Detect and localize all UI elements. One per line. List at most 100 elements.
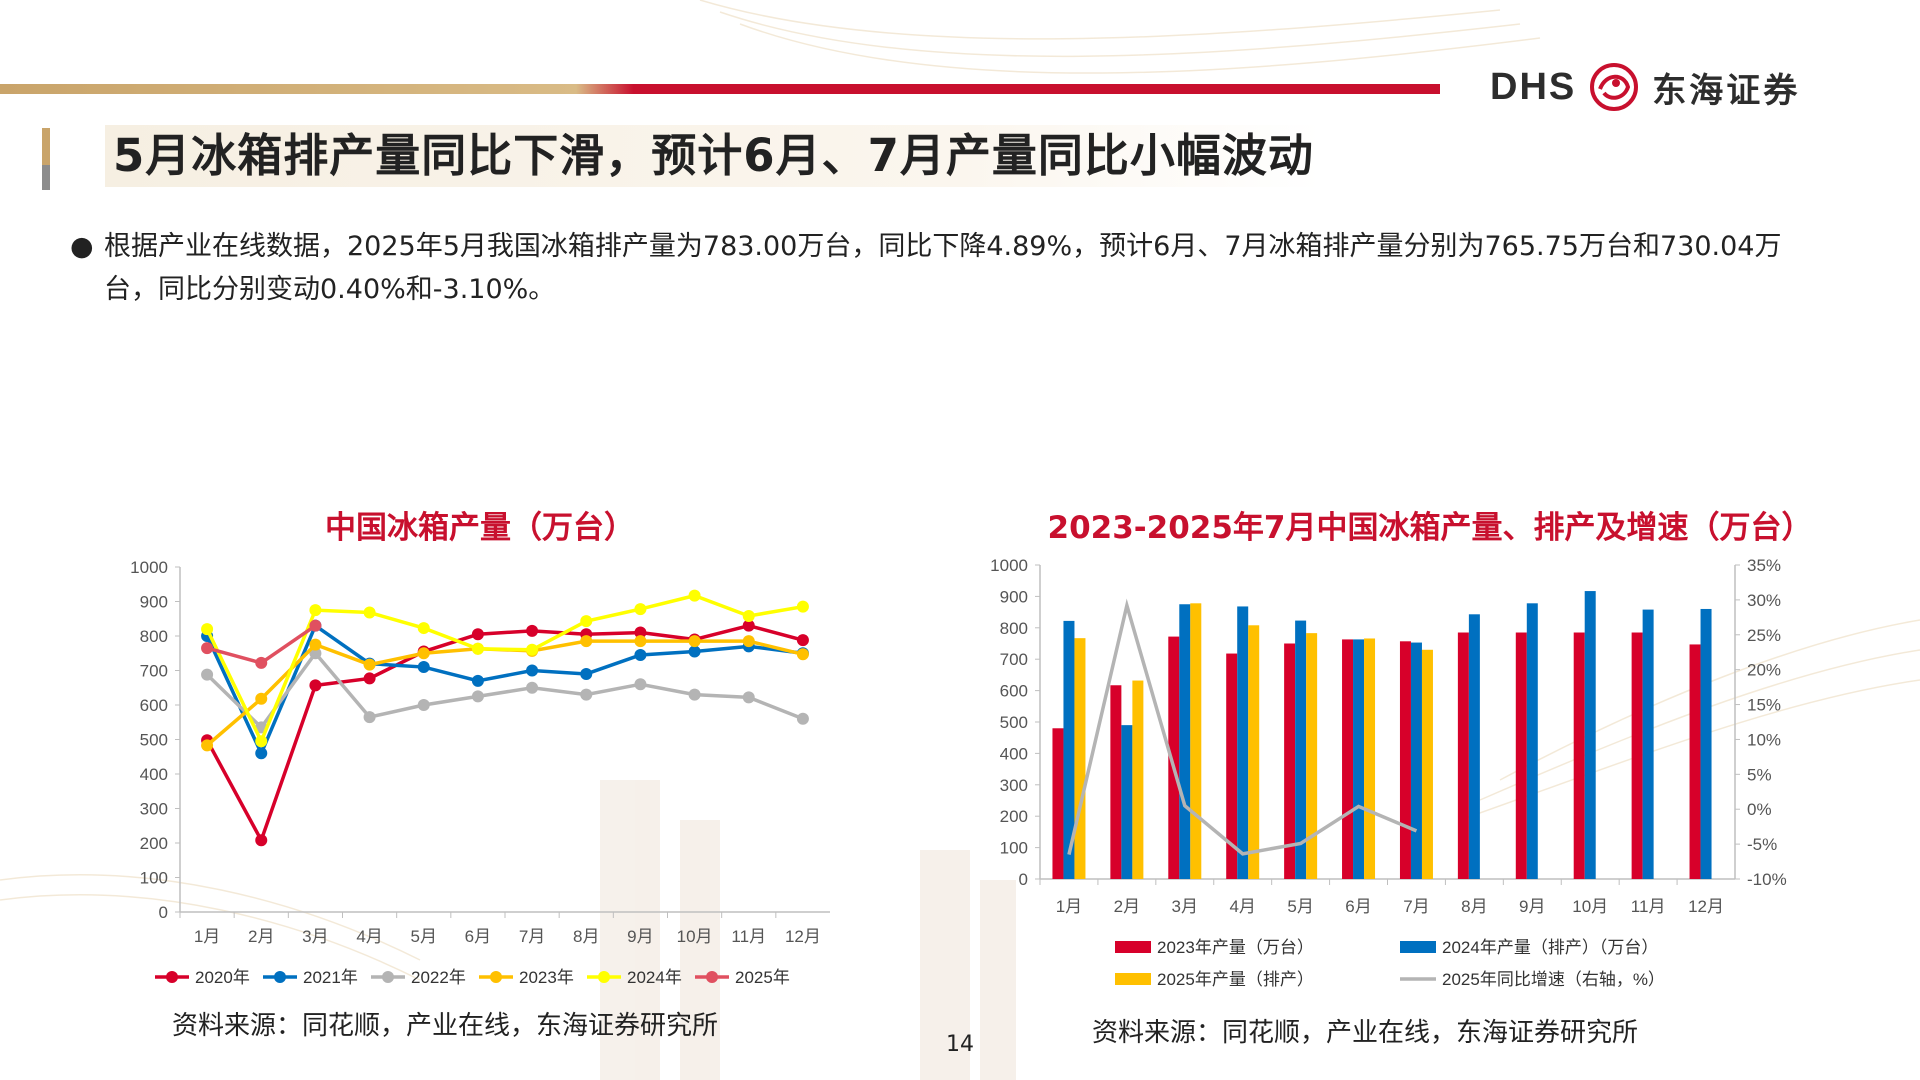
x-tick-label: 7月 (1403, 897, 1429, 916)
data-point (742, 691, 755, 704)
header-band (0, 84, 1440, 94)
x-tick-label: 6月 (1345, 897, 1371, 916)
bar (1410, 642, 1422, 879)
data-point (471, 642, 484, 655)
legend-label: 2022年 (411, 968, 466, 987)
series-line (205, 650, 804, 731)
bar (1342, 639, 1354, 879)
data-point (580, 688, 593, 701)
data-point (363, 672, 376, 685)
x-tick-label: 11月 (731, 927, 766, 946)
company-logo: DHS 东海证券 (1490, 62, 1800, 112)
data-point (526, 624, 539, 637)
bar (1457, 632, 1469, 879)
summary-text: 根据产业在线数据，2025年5月我国冰箱排产量为783.00万台，同比下降4.8… (104, 231, 1782, 305)
data-point (471, 674, 484, 687)
legend-swatch (1115, 973, 1151, 985)
bar (1121, 725, 1133, 879)
bar (1526, 603, 1538, 879)
data-point (526, 643, 539, 656)
y2-tick-label: 15% (1747, 696, 1781, 715)
data-point (417, 647, 430, 660)
y-tick-label: 200 (140, 834, 168, 853)
y-tick-label: 500 (140, 731, 168, 750)
data-point (796, 600, 809, 613)
y2-tick-label: 5% (1747, 765, 1772, 784)
data-point (255, 656, 268, 669)
bar (1110, 685, 1122, 879)
bar (1353, 639, 1365, 879)
bar (1689, 644, 1701, 879)
data-point (526, 664, 539, 677)
data-point (634, 678, 647, 691)
series-line (205, 622, 804, 758)
data-point (201, 623, 214, 636)
data-point (417, 622, 430, 635)
series-line (205, 623, 804, 845)
legend-swatch (1400, 941, 1436, 953)
y-tick-label: 400 (140, 765, 168, 784)
legend-label: 2020年 (195, 968, 250, 987)
x-tick-label: 9月 (627, 927, 653, 946)
data-point (580, 667, 593, 680)
data-point (634, 635, 647, 648)
data-point (309, 619, 322, 632)
summary-bullet: ● 根据产业在线数据，2025年5月我国冰箱排产量为783.00万台，同比下降4… (70, 225, 1810, 311)
y-tick-label: 0 (159, 903, 168, 922)
data-point (309, 679, 322, 692)
y2-tick-label: -5% (1747, 835, 1777, 854)
y-tick-label: 200 (1000, 807, 1028, 826)
data-point (255, 834, 268, 847)
x-tick-label: 3月 (1172, 897, 1198, 916)
bar (1306, 633, 1318, 879)
y2-tick-label: -10% (1747, 870, 1787, 889)
page-title: 5月冰箱排产量同比下滑，预计6月、7月产量同比小幅波动 (105, 125, 1322, 187)
x-tick-label: 4月 (356, 927, 382, 946)
bar (1226, 653, 1238, 879)
x-tick-label: 5月 (1287, 897, 1313, 916)
data-point (580, 615, 593, 628)
data-point (796, 634, 809, 647)
data-point (688, 645, 701, 658)
data-point (796, 648, 809, 661)
bar-chart-title: 2023-2025年7月中国冰箱产量、排产及增速（万台） (1047, 510, 1813, 546)
data-point (417, 661, 430, 674)
x-tick-label: 6月 (465, 927, 491, 946)
bar (1063, 620, 1075, 879)
legend-marker (274, 971, 286, 983)
data-point (742, 609, 755, 622)
data-point (580, 635, 593, 648)
y-tick-label: 800 (1000, 619, 1028, 638)
legend-swatch (1115, 941, 1151, 953)
data-point (634, 626, 647, 639)
legend-marker (166, 971, 178, 983)
data-point (309, 604, 322, 617)
data-point (363, 606, 376, 619)
data-point (255, 747, 268, 760)
data-point (201, 668, 214, 681)
bar (1190, 603, 1202, 879)
data-point (255, 735, 268, 748)
logo-chinese-name: 东海证券 (1652, 70, 1801, 111)
bar (1179, 604, 1191, 879)
data-point (309, 638, 322, 651)
data-point (363, 711, 376, 724)
bar (1421, 649, 1433, 879)
y2-tick-label: 25% (1747, 626, 1781, 645)
bar (1284, 643, 1296, 879)
y-tick-label: 1000 (990, 556, 1028, 575)
x-tick-label: 4月 (1229, 897, 1255, 916)
x-tick-label: 10月 (677, 927, 713, 946)
y-tick-label: 700 (140, 662, 168, 681)
data-point (255, 692, 268, 705)
bar (1642, 609, 1654, 879)
x-tick-label: 2月 (1114, 897, 1140, 916)
legend-label: 2025年产量（排产） (1157, 970, 1314, 989)
y-tick-label: 0 (1019, 870, 1028, 889)
y-tick-label: 100 (1000, 839, 1028, 858)
x-tick-label: 3月 (302, 927, 328, 946)
bar-chart: 0 100 200 300 400 500 600 700 800 900 1000 -10% -5% 0… (990, 556, 1787, 989)
legend-label: 2025年 (735, 968, 790, 987)
line-chart: 0 100 200 300 400 500 600 700 800 900 1000 1月 2月 3月 4月… (130, 558, 830, 987)
bar (1468, 614, 1480, 879)
